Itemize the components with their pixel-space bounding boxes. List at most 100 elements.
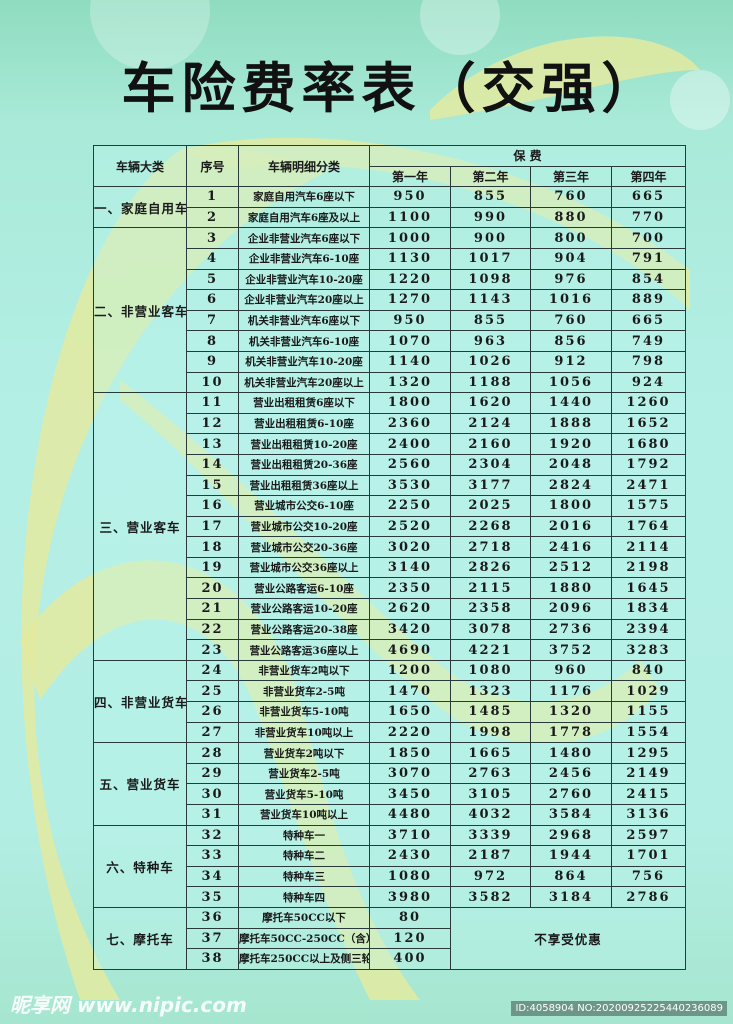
- seq-cell: 3: [186, 227, 239, 249]
- seq-cell: 6: [186, 289, 239, 311]
- watermark-logo: 昵享网 www.nipic.com: [10, 993, 247, 1017]
- table-row: 一、家庭自用车 1 家庭自用汽车6座以下 950 855 760 665: [93, 186, 686, 229]
- seq-cell: 37: [186, 927, 239, 950]
- detail-cell: 营业出租租赁20-36座: [238, 453, 370, 476]
- premium-cell: 1176: [530, 680, 612, 703]
- premium-cell: 1764: [611, 515, 686, 538]
- seq-cell: 15: [186, 474, 239, 497]
- seq-cell: 13: [186, 433, 239, 455]
- seq-cell: 14: [186, 453, 239, 476]
- detail-cell: 营业公路客运36座以上: [238, 639, 370, 661]
- premium-cell: 2048: [530, 453, 612, 476]
- detail-cell: 特种车四: [238, 886, 370, 908]
- table-row: 20 营业公路客运6-10座 2350 2115 1880 1645: [94, 577, 686, 600]
- premium-cell: 950: [369, 186, 451, 208]
- premium-cell: 2187: [450, 845, 531, 867]
- category-cell: 六、特种车: [93, 824, 187, 908]
- premium-cell: 1070: [369, 330, 451, 352]
- premium-cell: 120: [369, 927, 451, 950]
- table-row: 17 营业城市公交10-20座 2520 2268 2016 1764: [94, 515, 686, 538]
- premium-cell: 2198: [611, 556, 686, 579]
- detail-cell: 营业出租租赁6座以下: [238, 392, 370, 414]
- table-row: 13 营业出租租赁10-20座 2400 2160 1920 1680: [94, 433, 686, 455]
- table-row: 21 营业公路客运10-20座 2620 2358 2096 1834: [94, 598, 686, 620]
- premium-cell: 2512: [530, 556, 612, 579]
- premium-cell: 2560: [369, 453, 451, 476]
- premium-cell: 1888: [530, 412, 612, 435]
- premium-cell: 924: [611, 371, 686, 394]
- table-row: 5 企业非营业汽车10-20座 1220 1098 976 854: [94, 268, 686, 291]
- premium-cell: 700: [611, 227, 686, 249]
- detail-cell: 摩托车50CC-250CC（含）: [238, 927, 370, 950]
- detail-cell: 营业城市公交6-10座: [238, 495, 370, 517]
- premium-cell: 864: [530, 865, 612, 888]
- premium-cell: 889: [611, 289, 686, 311]
- premium-cell: 2415: [611, 783, 686, 805]
- detail-cell: 特种车二: [238, 845, 370, 867]
- premium-cell: 800: [530, 227, 612, 249]
- detail-cell: 机关非营业汽车6座以下: [238, 309, 370, 332]
- premium-cell: 855: [450, 309, 531, 332]
- seq-cell: 30: [186, 783, 239, 805]
- detail-cell: 营业货车2-5吨: [238, 762, 370, 785]
- detail-cell: 非营业货车5-10吨: [238, 701, 370, 723]
- premium-cell: 900: [450, 227, 531, 249]
- detail-cell: 企业非营业汽车6座以下: [238, 227, 370, 249]
- premium-cell: 1029: [611, 680, 686, 703]
- premium-cell: 976: [530, 268, 612, 291]
- table-row: 4 企业非营业汽车6-10座 1130 1017 904 791: [94, 247, 686, 270]
- premium-cell: 2968: [530, 824, 612, 847]
- seq-cell: 17: [186, 515, 239, 538]
- premium-cell: 1470: [369, 680, 451, 703]
- seq-cell: 1: [186, 186, 239, 208]
- premium-cell: 1323: [450, 680, 531, 703]
- table-row: 38 摩托车250CC以上及侧三轮 400: [94, 948, 686, 970]
- table-row: 6 企业非营业汽车20座以上 1270 1143 1016 889: [94, 289, 686, 311]
- table-row: 12 营业出租租赁6-10座 2360 2124 1888 1652: [94, 412, 686, 435]
- seq-cell: 2: [186, 206, 239, 229]
- premium-cell: 2520: [369, 515, 451, 538]
- premium-cell: 2358: [450, 598, 531, 620]
- premium-cell: 2115: [450, 577, 531, 600]
- table-row: 三、营业客车 11 营业出租租赁6座以下 1800 1620 1440 1260: [93, 392, 686, 661]
- premium-cell: 1920: [530, 433, 612, 455]
- detail-cell: 机关非营业汽车10-20座: [238, 350, 370, 373]
- premium-cell: 4690: [369, 639, 451, 661]
- seq-cell: 32: [186, 824, 239, 847]
- header-year-3: 第三年: [530, 165, 612, 188]
- seq-cell: 4: [186, 247, 239, 270]
- detail-cell: 摩托车250CC以上及侧三轮: [238, 948, 370, 970]
- header-category: 车辆大类: [93, 144, 187, 188]
- detail-cell: 非营业货车2-5吨: [238, 680, 370, 703]
- premium-cell: 1098: [450, 268, 531, 291]
- premium-cell: 2786: [611, 886, 686, 908]
- premium-cell: 2394: [611, 618, 686, 641]
- premium-cell: 80: [369, 906, 451, 929]
- detail-cell: 营业货车5-10吨: [238, 783, 370, 805]
- premium-cell: 2160: [450, 433, 531, 455]
- premium-cell: 1998: [450, 721, 531, 744]
- table-row: 18 营业城市公交20-36座 3020 2718 2416 2114: [94, 536, 686, 558]
- premium-cell: 3070: [369, 762, 451, 785]
- seq-cell: 27: [186, 721, 239, 744]
- detail-cell: 摩托车50CC以下: [238, 906, 370, 929]
- premium-cell: 2826: [450, 556, 531, 579]
- header-year-4: 第四年: [611, 165, 686, 188]
- premium-cell: 2760: [530, 783, 612, 805]
- premium-cell: 770: [611, 206, 686, 229]
- detail-cell: 营业货车2吨以下: [238, 742, 370, 764]
- premium-cell: 3584: [530, 804, 612, 826]
- premium-cell: 1645: [611, 577, 686, 600]
- premium-cell: 400: [369, 948, 451, 970]
- premium-cell: 798: [611, 350, 686, 373]
- premium-cell: 3140: [369, 556, 451, 579]
- premium-cell: 1270: [369, 289, 451, 311]
- premium-cell: 1080: [369, 865, 451, 888]
- premium-cell: 1320: [530, 701, 612, 723]
- premium-cell: 1650: [369, 701, 451, 723]
- detail-cell: 家庭自用汽车6座及以上: [238, 206, 370, 229]
- rate-table: 车辆大类 序号 车辆明细分类 保 费 第一年 第二年 第三年 第四年 一、家庭自…: [93, 144, 686, 970]
- premium-cell: 3339: [450, 824, 531, 847]
- premium-cell: 854: [611, 268, 686, 291]
- premium-cell: 1320: [369, 371, 451, 394]
